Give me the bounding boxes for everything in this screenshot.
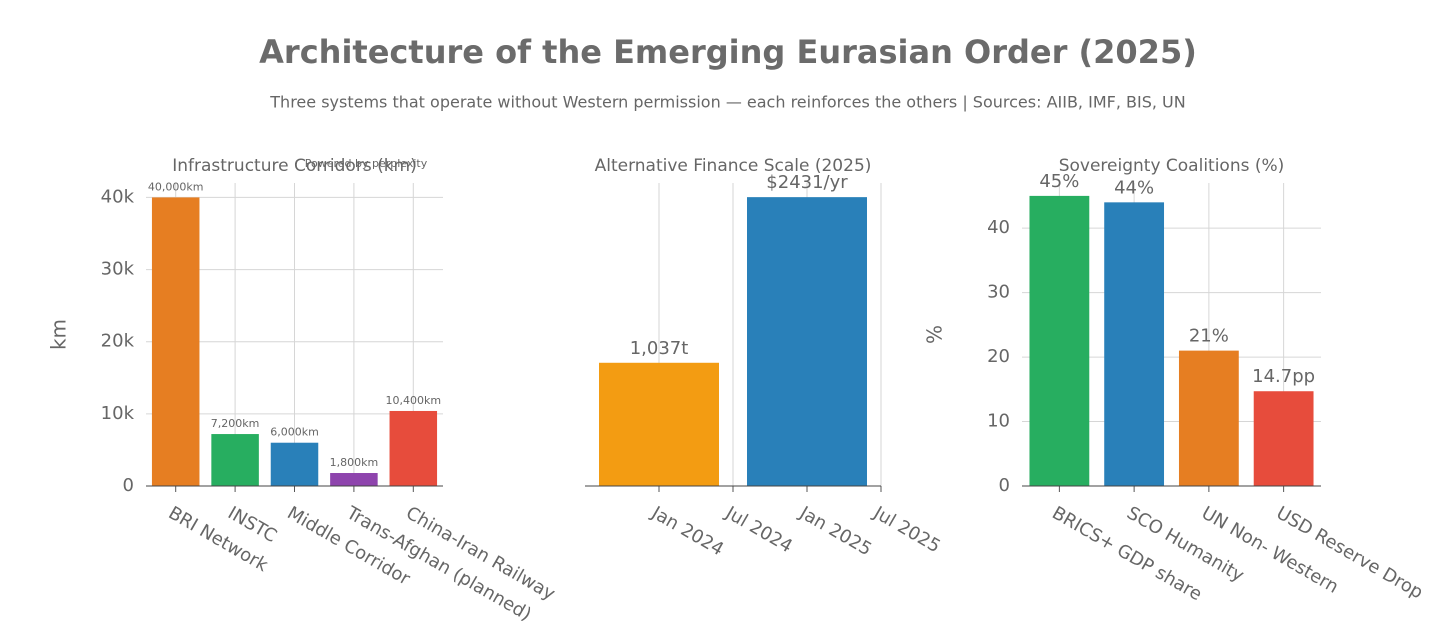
y-tick-label: 30 [987,282,1010,303]
page-subtitle: Three systems that operate without Weste… [269,93,1185,112]
value-label: $2431/yr [766,172,848,193]
y-tick-label: 20 [987,346,1010,367]
value-label: 7,200km [211,417,260,430]
bar [211,434,259,486]
x-tick-label: Jul 2025 [869,502,944,557]
page-title: Architecture of the Emerging Eurasian Or… [259,33,1197,71]
value-label: 40,000km [148,180,204,193]
y-tick-label: 20k [101,331,135,352]
x-tick-label: Jan 2024 [647,502,727,560]
chart-title: Alternative Finance Scale (2025) [595,156,872,176]
y-tick-label: 40k [101,186,135,207]
value-label: 6,000km [270,426,319,439]
y-axis-label: % [923,325,947,344]
value-label: 10,400km [386,394,442,407]
bar [1104,202,1165,486]
y-tick-label: 10k [101,403,135,424]
bar [599,362,719,486]
x-tick-label: UN Non- Western [1198,502,1342,597]
value-label: 44% [1114,177,1154,198]
y-tick-label: 0 [123,475,134,496]
bar [151,197,200,486]
bar [1253,391,1314,486]
value-label: 45% [1039,171,1079,192]
y-tick-label: 40 [987,217,1010,238]
x-tick-label: Jul 2024 [721,502,796,557]
y-tick-label: 30k [101,259,135,280]
bar [389,410,438,486]
y-tick-label: 10 [987,411,1010,432]
value-label: 21% [1189,326,1229,347]
value-label: 14.7pp [1252,366,1315,387]
bar [1029,195,1090,486]
y-axis-label: km [47,319,71,350]
annotation: Powered by perplexity [305,157,428,170]
y-tick-label: 0 [999,475,1010,496]
bar [270,442,319,486]
bar [330,473,378,486]
value-label: 1,800km [330,456,379,469]
bar [1178,350,1239,486]
chart-title: Infrastructure Corridors (km) [172,156,417,176]
chart-title: Sovereignty Coalitions (%) [1059,156,1285,176]
x-tick-label: Jan 2025 [795,502,875,560]
value-label: 1,037t [630,338,689,359]
bar [747,197,867,486]
